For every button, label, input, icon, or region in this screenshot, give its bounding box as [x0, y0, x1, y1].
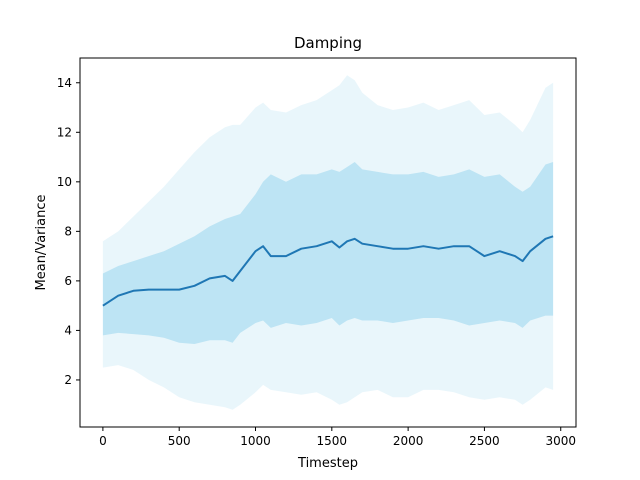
y-tick-label: 8: [64, 224, 72, 238]
plot-frame: [79, 57, 577, 428]
chart-title: Damping: [294, 34, 362, 52]
x-axis: 0 500 1000 1500 2000 2500 3000: [99, 427, 576, 448]
y-tick-label: 14: [57, 76, 72, 90]
x-tick-label: 2500: [469, 434, 500, 448]
y-axis: 2 4 6 8 10 12 14: [57, 76, 80, 387]
x-axis-label: Timestep: [297, 456, 358, 471]
line-layer: [102, 235, 554, 307]
y-axis-label: Mean/Variance: [34, 195, 49, 291]
x-tick-label: 500: [168, 434, 191, 448]
y-tick-label: 10: [57, 175, 72, 189]
x-tick-label: 1000: [240, 434, 271, 448]
x-tick-label: 1500: [317, 434, 348, 448]
inner-band: [102, 162, 554, 344]
y-tick-label: 4: [64, 323, 72, 337]
mean-line: [102, 235, 554, 307]
x-tick-label: 0: [99, 434, 107, 448]
y-tick-label: 6: [64, 274, 72, 288]
y-tick-label: 2: [64, 373, 72, 387]
y-tick-label: 12: [57, 125, 72, 139]
x-tick-label: 3000: [545, 434, 576, 448]
x-tick-label: 2000: [393, 434, 424, 448]
